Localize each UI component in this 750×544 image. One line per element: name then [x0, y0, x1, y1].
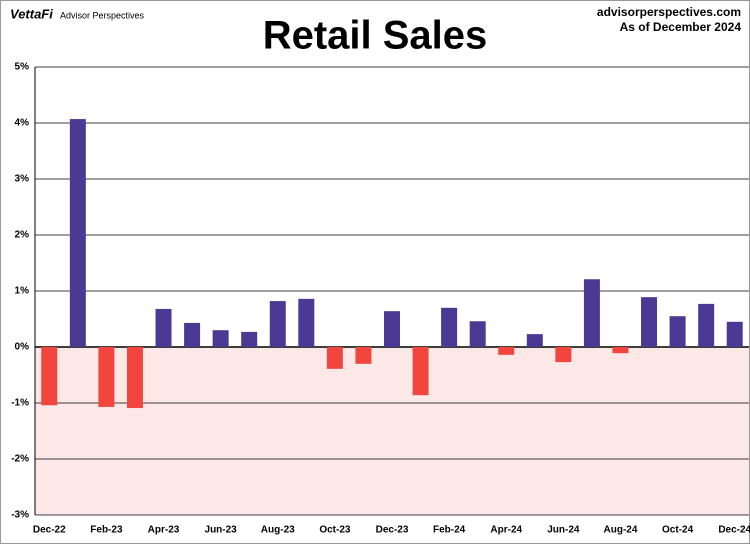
y-tick-label: 4% — [15, 118, 30, 129]
bar — [384, 311, 400, 347]
bar — [698, 303, 715, 347]
y-tick-label: -3% — [11, 510, 29, 521]
y-tick-label: 2% — [15, 230, 30, 241]
bar — [669, 316, 686, 347]
x-tick-label: Dec-22 — [33, 525, 66, 536]
bar — [184, 322, 201, 347]
chart-title: Retail Sales — [263, 14, 488, 58]
date-note: As of December 2024 — [620, 20, 742, 34]
bar — [355, 347, 372, 364]
bar — [726, 321, 743, 347]
x-tick-label: Aug-23 — [261, 525, 295, 536]
x-tick-label: Dec-23 — [376, 525, 409, 536]
x-tick-label: Dec-24 — [718, 525, 750, 536]
y-tick-label: 1% — [15, 286, 30, 297]
x-tick-label: Jun-23 — [205, 525, 238, 536]
bar — [98, 347, 115, 407]
bar — [612, 347, 629, 354]
y-tick-label: 3% — [15, 174, 30, 185]
y-tick-label: 0% — [15, 342, 30, 353]
bar — [212, 330, 229, 347]
x-tick-label: Feb-23 — [90, 525, 123, 536]
x-tick-label: Apr-24 — [490, 525, 522, 536]
x-tick-label: Oct-23 — [319, 525, 351, 536]
x-tick-label: Feb-24 — [433, 525, 466, 536]
logo: VettaFi — [10, 6, 53, 21]
bar — [298, 298, 315, 347]
bar — [326, 347, 343, 369]
x-tick-label: Oct-24 — [662, 525, 694, 536]
source: advisorperspectives.com — [597, 5, 741, 19]
bar — [269, 301, 286, 347]
bar — [555, 347, 572, 363]
bar — [498, 347, 515, 355]
y-tick-label: -1% — [11, 398, 29, 409]
bar — [583, 279, 600, 347]
bar — [469, 321, 486, 347]
y-tick-label: 5% — [15, 62, 30, 73]
logo-subtitle: Advisor Perspectives — [60, 10, 145, 20]
bar — [69, 119, 86, 347]
bar — [41, 347, 58, 406]
x-tick-label: Apr-23 — [148, 525, 180, 536]
bar — [526, 334, 543, 347]
bar — [412, 347, 429, 396]
x-tick-label: Aug-24 — [604, 525, 638, 536]
bar — [126, 347, 143, 409]
bar — [441, 307, 458, 347]
x-tick-label: Jun-24 — [547, 525, 580, 536]
negative-region — [35, 347, 749, 515]
bar — [241, 331, 258, 347]
bar — [155, 308, 172, 347]
y-tick-label: -2% — [11, 454, 29, 465]
bar — [641, 297, 658, 347]
